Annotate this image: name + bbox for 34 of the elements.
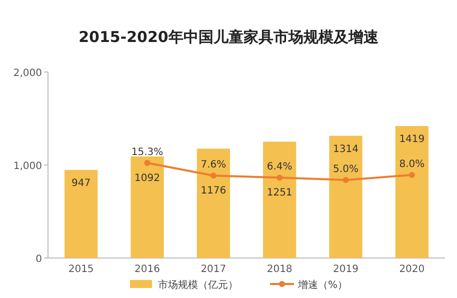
legend-label: 市场规模（亿元）	[158, 279, 238, 291]
bar	[64, 170, 98, 258]
data-label: 1092	[134, 172, 160, 184]
data-label: 1314	[333, 144, 358, 155]
x-tick-label: 2020	[399, 264, 425, 275]
y-tick-label: 0	[36, 254, 42, 265]
x-tick-label: 2015	[68, 264, 94, 275]
data-label: 7.6%	[200, 160, 226, 171]
point	[144, 160, 150, 166]
point	[276, 174, 283, 181]
bar	[196, 148, 230, 258]
bar	[395, 126, 428, 258]
data-label: 15.3%	[131, 146, 164, 158]
data-label: 1419	[399, 134, 425, 146]
point	[342, 176, 349, 183]
data-label: 947	[72, 178, 91, 189]
chart-title: 2015-2020年中国儿童家具市场规模及增速	[78, 28, 380, 46]
data-label: 8.0%	[399, 158, 425, 170]
data-label: 1176	[200, 186, 226, 197]
bar	[263, 142, 296, 258]
x-tick-label: 2016	[134, 264, 160, 275]
data-label: 1251	[266, 188, 292, 199]
y-tick-label: 1,000	[13, 161, 42, 172]
data-label: 5.0%	[333, 164, 358, 175]
x-tick-label: 2018	[266, 264, 292, 275]
bar	[329, 136, 362, 258]
y-tick-label: 2,000	[13, 68, 42, 79]
point	[210, 172, 216, 179]
bar	[130, 156, 164, 258]
point	[408, 172, 415, 178]
legend-label: 增速（%）	[297, 279, 348, 291]
x-tick-label: 2017	[200, 264, 226, 275]
x-tick-label: 2019	[333, 264, 358, 275]
data-label: 6.4%	[266, 162, 292, 173]
